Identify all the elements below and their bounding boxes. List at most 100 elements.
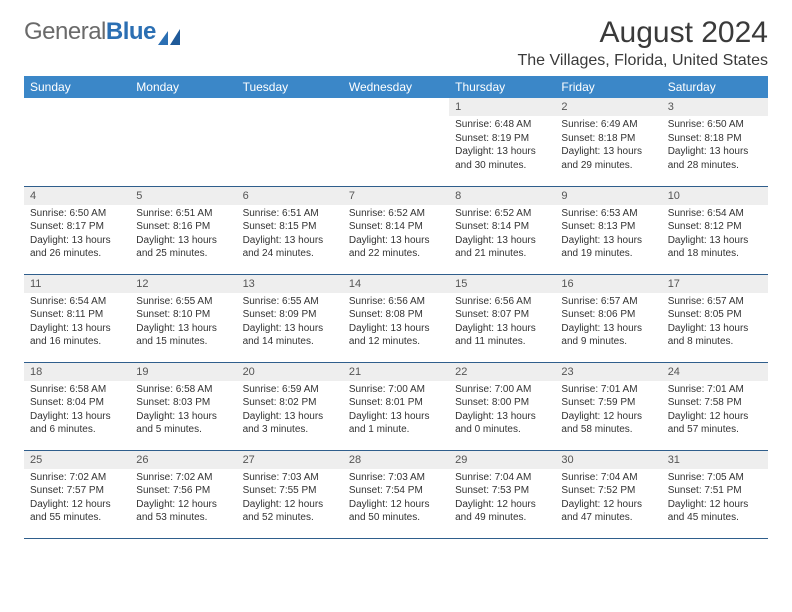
sunrise-text: Sunrise: 6:55 AM [136,295,230,309]
dayhead-sun: Sunday [24,76,130,98]
calendar-cell: 2Sunrise: 6:49 AMSunset: 8:18 PMDaylight… [555,98,661,186]
day-number: 18 [24,363,130,381]
day-number [237,98,343,116]
sunrise-text: Sunrise: 6:54 AM [668,207,762,221]
dayhead-tue: Tuesday [237,76,343,98]
daylight-text: Daylight: 13 hours and 6 minutes. [30,410,124,437]
sunrise-text: Sunrise: 6:55 AM [243,295,337,309]
sunrise-text: Sunrise: 7:01 AM [668,383,762,397]
sunset-text: Sunset: 8:08 PM [349,308,443,322]
calendar-row: 1Sunrise: 6:48 AMSunset: 8:19 PMDaylight… [24,98,768,186]
calendar-cell: 26Sunrise: 7:02 AMSunset: 7:56 PMDayligh… [130,450,236,538]
sunset-text: Sunset: 8:17 PM [30,220,124,234]
daylight-text: Daylight: 13 hours and 11 minutes. [455,322,549,349]
day-number: 1 [449,98,555,116]
day-details: Sunrise: 6:53 AMSunset: 8:13 PMDaylight:… [555,205,661,265]
sunset-text: Sunset: 8:02 PM [243,396,337,410]
sunset-text: Sunset: 8:06 PM [561,308,655,322]
calendar-cell: 22Sunrise: 7:00 AMSunset: 8:00 PMDayligh… [449,362,555,450]
daylight-text: Daylight: 13 hours and 19 minutes. [561,234,655,261]
daylight-text: Daylight: 13 hours and 0 minutes. [455,410,549,437]
sunrise-text: Sunrise: 6:57 AM [668,295,762,309]
daylight-text: Daylight: 12 hours and 47 minutes. [561,498,655,525]
day-details [237,116,343,122]
sunset-text: Sunset: 7:54 PM [349,484,443,498]
day-number: 15 [449,275,555,293]
sunrise-text: Sunrise: 6:59 AM [243,383,337,397]
day-details [343,116,449,122]
calendar-cell [24,98,130,186]
sunrise-text: Sunrise: 7:03 AM [243,471,337,485]
day-details: Sunrise: 6:51 AMSunset: 8:15 PMDaylight:… [237,205,343,265]
sunrise-text: Sunrise: 7:04 AM [455,471,549,485]
day-number: 22 [449,363,555,381]
sunset-text: Sunset: 8:16 PM [136,220,230,234]
sunrise-text: Sunrise: 6:51 AM [243,207,337,221]
sunrise-text: Sunrise: 6:53 AM [561,207,655,221]
calendar-cell: 18 Sunrise: 6:58 AMSunset: 8:04 PMDayligh… [24,362,130,450]
sunset-text: Sunset: 7:58 PM [668,396,762,410]
sunset-text: Sunset: 7:57 PM [30,484,124,498]
calendar-cell: 25Sunrise: 7:02 AMSunset: 7:57 PMDayligh… [24,450,130,538]
day-details: Sunrise: 7:02 AMSunset: 7:56 PMDaylight:… [130,469,236,529]
calendar-row: 4Sunrise: 6:50 AMSunset: 8:17 PMDaylight… [24,186,768,274]
calendar-cell: 13Sunrise: 6:55 AMSunset: 8:09 PMDayligh… [237,274,343,362]
day-number: 25 [24,451,130,469]
calendar-page: GeneralBlue August 2024 The Villages, Fl… [0,0,792,539]
sunrise-text: Sunrise: 6:57 AM [561,295,655,309]
day-details: Sunrise: 6:56 AMSunset: 8:08 PMDaylight:… [343,293,449,353]
daylight-text: Daylight: 13 hours and 9 minutes. [561,322,655,349]
sunset-text: Sunset: 7:53 PM [455,484,549,498]
calendar-cell: 16Sunrise: 6:57 AMSunset: 8:06 PMDayligh… [555,274,661,362]
sunrise-text: Sunrise: 7:03 AM [349,471,443,485]
daylight-text: Daylight: 12 hours and 57 minutes. [668,410,762,437]
sunrise-text: Sunrise: 6:51 AM [136,207,230,221]
sunrise-text: Sunrise: 6:58 AM [30,383,124,397]
day-number: 10 [662,187,768,205]
calendar-cell: 21Sunrise: 7:00 AMSunset: 8:01 PMDayligh… [343,362,449,450]
sunrise-text: Sunrise: 7:02 AM [30,471,124,485]
sunrise-text: Sunrise: 7:05 AM [668,471,762,485]
day-number: 16 [555,275,661,293]
sunrise-text: Sunrise: 7:00 AM [349,383,443,397]
sunset-text: Sunset: 7:55 PM [243,484,337,498]
day-number: 21 [343,363,449,381]
calendar-cell: 31Sunrise: 7:05 AMSunset: 7:51 PMDayligh… [662,450,768,538]
sunset-text: Sunset: 8:04 PM [30,396,124,410]
day-details: Sunrise: 6:57 AMSunset: 8:06 PMDaylight:… [555,293,661,353]
day-number: 8 [449,187,555,205]
location-subtitle: The Villages, Florida, United States [518,52,769,70]
day-number: 27 [237,451,343,469]
daylight-text: Daylight: 13 hours and 8 minutes. [668,322,762,349]
dayhead-wed: Wednesday [343,76,449,98]
calendar-cell: 27Sunrise: 7:03 AMSunset: 7:55 PMDayligh… [237,450,343,538]
daylight-text: Daylight: 12 hours and 58 minutes. [561,410,655,437]
day-details: Sunrise: 6:48 AMSunset: 8:19 PMDaylight:… [449,116,555,176]
day-details: Sunrise: 7:04 AMSunset: 7:53 PMDaylight:… [449,469,555,529]
day-details: Sunrise: 6:51 AMSunset: 8:16 PMDaylight:… [130,205,236,265]
day-details: Sunrise: 6:55 AMSunset: 8:09 PMDaylight:… [237,293,343,353]
daylight-text: Daylight: 13 hours and 16 minutes. [30,322,124,349]
sunset-text: Sunset: 8:18 PM [668,132,762,146]
sunrise-text: Sunrise: 6:50 AM [668,118,762,132]
page-header: GeneralBlue August 2024 The Villages, Fl… [24,18,768,70]
sunrise-text: Sunrise: 6:48 AM [455,118,549,132]
day-number [130,98,236,116]
day-details: Sunrise: 6:52 AMSunset: 8:14 PMDaylight:… [449,205,555,265]
calendar-cell: 10Sunrise: 6:54 AMSunset: 8:12 PMDayligh… [662,186,768,274]
brand-logo: GeneralBlue [24,18,180,46]
calendar-cell [237,98,343,186]
sunset-text: Sunset: 8:09 PM [243,308,337,322]
day-details: Sunrise: 6:54 AMSunset: 8:11 PMDaylight:… [24,293,130,353]
daylight-text: Daylight: 13 hours and 22 minutes. [349,234,443,261]
day-number: 14 [343,275,449,293]
calendar-cell: 7Sunrise: 6:52 AMSunset: 8:14 PMDaylight… [343,186,449,274]
sunset-text: Sunset: 8:13 PM [561,220,655,234]
daylight-text: Daylight: 13 hours and 18 minutes. [668,234,762,261]
sunrise-text: Sunrise: 7:01 AM [561,383,655,397]
day-number: 17 [662,275,768,293]
sunset-text: Sunset: 7:52 PM [561,484,655,498]
dayhead-thu: Thursday [449,76,555,98]
daylight-text: Daylight: 13 hours and 1 minute. [349,410,443,437]
calendar-cell: 6Sunrise: 6:51 AMSunset: 8:15 PMDaylight… [237,186,343,274]
